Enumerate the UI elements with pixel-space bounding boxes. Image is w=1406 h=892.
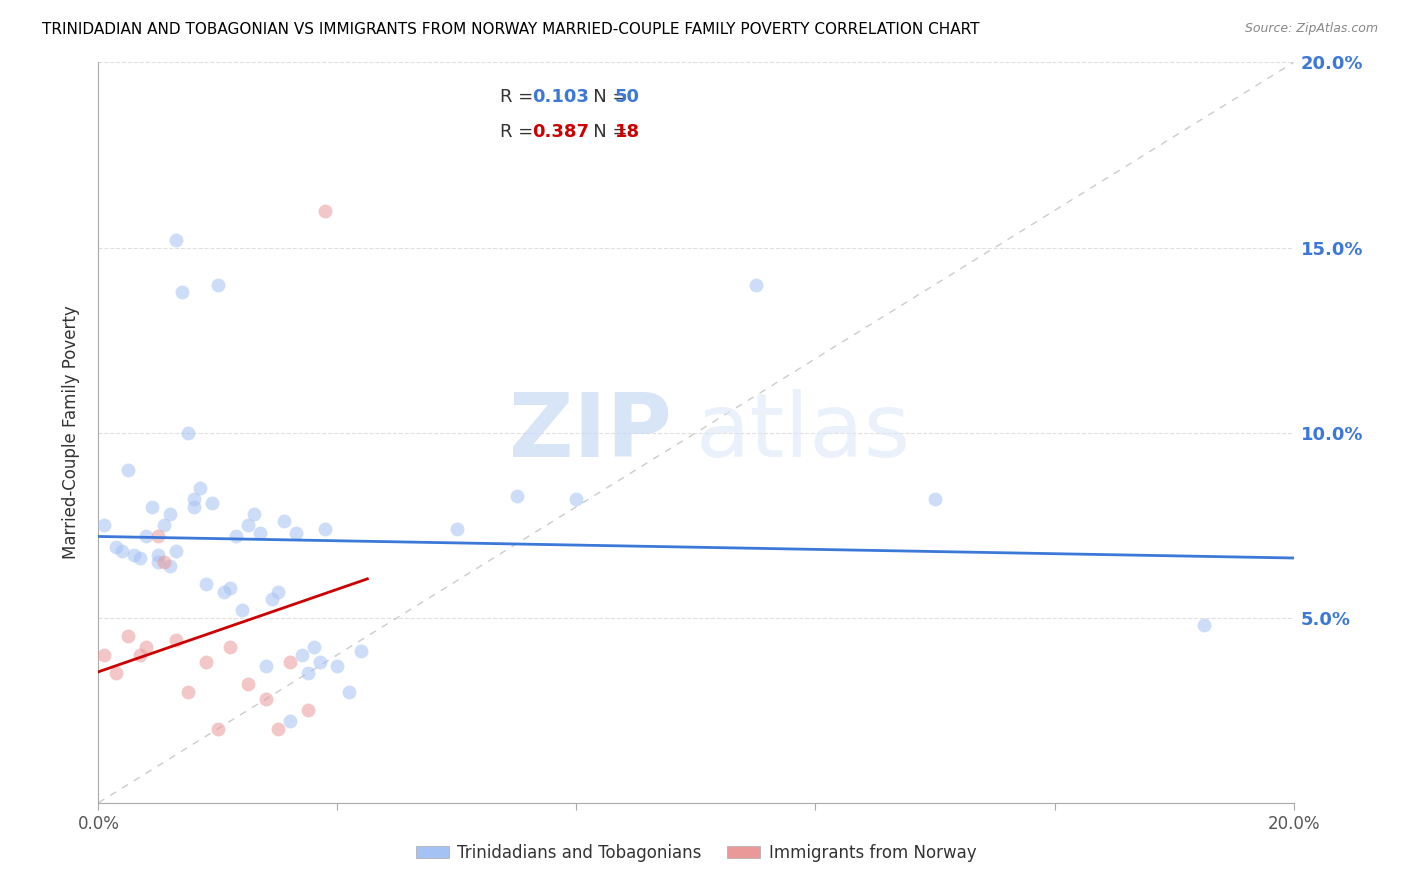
Text: R =: R =	[501, 88, 538, 106]
Point	[183, 500, 205, 514]
Point	[236, 518, 259, 533]
Point	[254, 692, 277, 706]
Point	[129, 648, 152, 662]
Point	[124, 548, 146, 562]
Point	[745, 277, 768, 292]
Point	[105, 541, 128, 555]
Point	[165, 233, 187, 247]
Point	[267, 722, 290, 736]
Point	[225, 529, 247, 543]
Y-axis label: Married-Couple Family Poverty: Married-Couple Family Poverty	[62, 306, 80, 559]
Point	[236, 677, 259, 691]
Point	[297, 703, 319, 717]
Point	[159, 507, 181, 521]
Point	[212, 584, 235, 599]
Point	[188, 481, 211, 495]
Point	[446, 522, 468, 536]
Point	[207, 277, 229, 292]
Point	[129, 551, 152, 566]
Point	[148, 529, 170, 543]
Point	[135, 529, 157, 543]
Point	[278, 714, 301, 729]
Point	[506, 489, 529, 503]
Point	[117, 462, 139, 476]
Text: R =: R =	[501, 123, 538, 141]
Point	[302, 640, 325, 655]
Legend: Trinidadians and Tobagonians, Immigrants from Norway: Trinidadians and Tobagonians, Immigrants…	[409, 838, 983, 869]
Point	[207, 722, 229, 736]
Text: atlas: atlas	[696, 389, 911, 476]
Point	[297, 666, 319, 681]
Point	[148, 548, 170, 562]
Point	[315, 203, 337, 218]
Text: 0.103: 0.103	[533, 88, 589, 106]
Point	[291, 648, 314, 662]
Point	[350, 644, 373, 658]
Text: ZIP: ZIP	[509, 389, 672, 476]
Point	[326, 658, 349, 673]
Point	[315, 522, 337, 536]
Point	[195, 655, 218, 669]
Point	[165, 632, 187, 647]
Point	[565, 492, 588, 507]
Point	[219, 581, 242, 595]
Point	[159, 558, 181, 573]
Point	[339, 685, 361, 699]
Point	[111, 544, 134, 558]
Point	[249, 525, 271, 540]
Point	[141, 500, 163, 514]
Point	[308, 655, 330, 669]
Point	[219, 640, 242, 655]
Point	[148, 555, 170, 569]
Text: 18: 18	[614, 123, 640, 141]
Point	[153, 555, 176, 569]
Point	[284, 525, 307, 540]
Point	[183, 492, 205, 507]
Point	[254, 658, 277, 673]
Point	[243, 507, 266, 521]
Point	[153, 518, 176, 533]
Point	[278, 655, 301, 669]
Text: Source: ZipAtlas.com: Source: ZipAtlas.com	[1244, 22, 1378, 36]
Text: TRINIDADIAN AND TOBAGONIAN VS IMMIGRANTS FROM NORWAY MARRIED-COUPLE FAMILY POVER: TRINIDADIAN AND TOBAGONIAN VS IMMIGRANTS…	[42, 22, 980, 37]
Point	[177, 425, 200, 440]
Point	[172, 285, 194, 299]
Point	[195, 577, 218, 591]
Point	[93, 648, 115, 662]
Point	[93, 518, 115, 533]
Point	[273, 515, 295, 529]
Point	[924, 492, 946, 507]
Point	[267, 584, 290, 599]
Point	[177, 685, 200, 699]
Text: N =: N =	[576, 88, 634, 106]
Point	[260, 592, 283, 607]
Text: 0.387: 0.387	[533, 123, 589, 141]
Point	[135, 640, 157, 655]
Point	[105, 666, 128, 681]
Point	[117, 629, 139, 643]
Point	[201, 496, 224, 510]
Text: 50: 50	[614, 88, 640, 106]
Text: N =: N =	[576, 123, 634, 141]
Point	[165, 544, 187, 558]
Point	[231, 603, 253, 617]
Point	[1192, 618, 1215, 632]
